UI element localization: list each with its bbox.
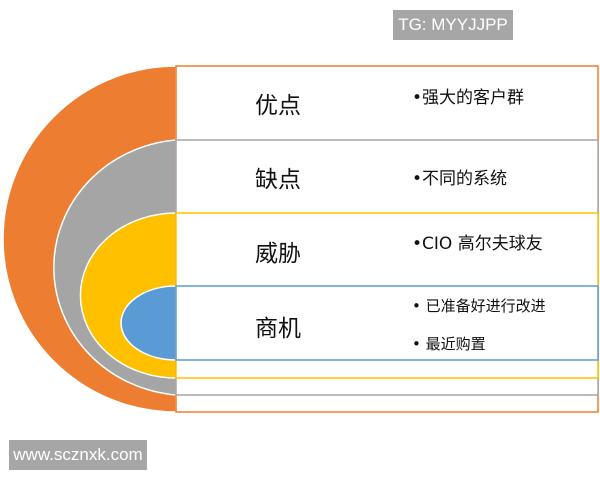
watermark-bottom: www.scznxk.com [9, 440, 147, 470]
opportunities-box [175, 285, 599, 361]
threats-bullet: •CIO 高尔夫球友 [412, 234, 543, 254]
strengths-label: 优点 [255, 93, 301, 119]
opportunities-bullet: • 最近购置 [412, 335, 486, 353]
watermark-top: TG: MYYJJPP [393, 10, 513, 40]
strengths-bullet: •强大的客户群 [412, 88, 525, 108]
weaknesses-bullet: •不同的系统 [412, 169, 508, 189]
opportunities-label: 商机 [255, 316, 301, 342]
threats-label: 威胁 [255, 241, 301, 267]
opportunities-arc [120, 285, 177, 361]
opportunities-bullet: • 已准备好进行改进 [412, 297, 546, 315]
weaknesses-label: 缺点 [255, 167, 301, 193]
